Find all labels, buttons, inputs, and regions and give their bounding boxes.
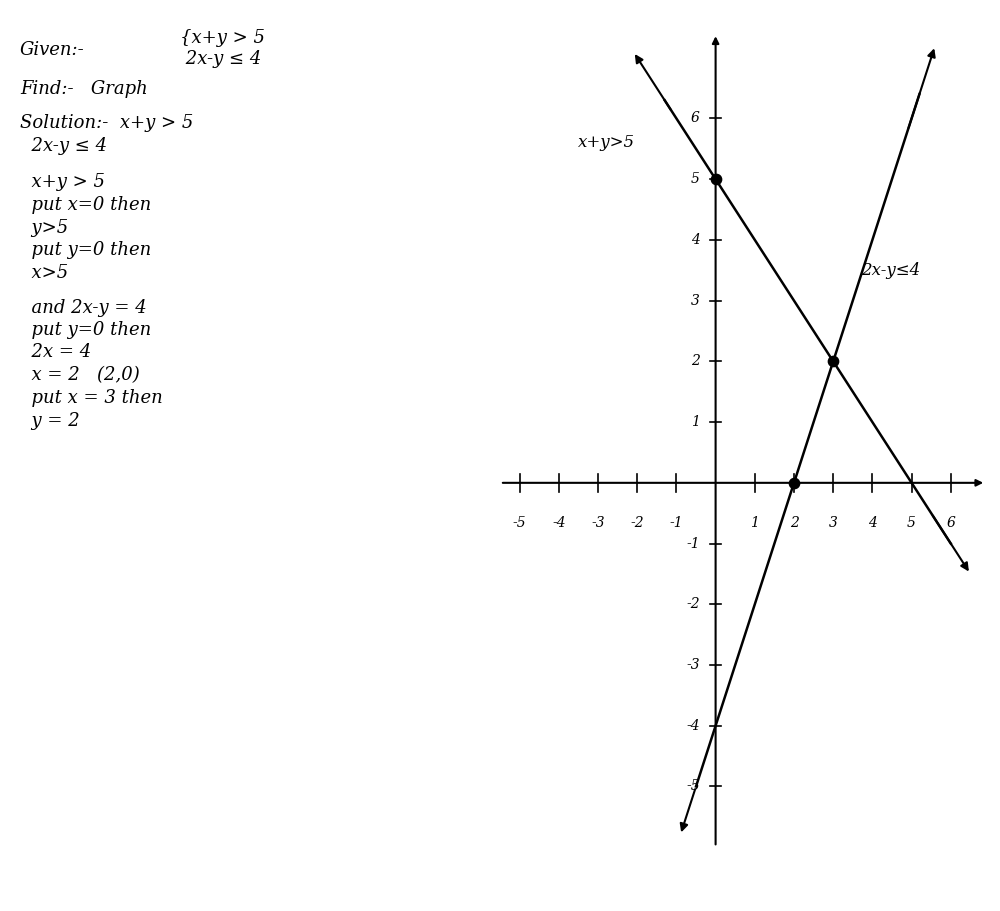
Text: put y=0 then: put y=0 then — [20, 321, 151, 339]
Text: Find:-   Graph: Find:- Graph — [20, 80, 148, 98]
Text: y = 2: y = 2 — [20, 412, 80, 430]
Text: 2x-y≤4: 2x-y≤4 — [861, 261, 920, 279]
Text: -5: -5 — [686, 780, 700, 793]
Text: y>5: y>5 — [20, 219, 68, 237]
Point — [825, 354, 841, 369]
Text: 5: 5 — [691, 172, 700, 186]
Text: put x=0 then: put x=0 then — [20, 196, 151, 214]
Text: 4: 4 — [868, 517, 877, 530]
Text: -4: -4 — [686, 719, 700, 732]
Text: -2: -2 — [686, 598, 700, 611]
Text: -4: -4 — [552, 517, 566, 530]
Text: 2: 2 — [790, 517, 798, 530]
Text: 6: 6 — [946, 517, 955, 530]
Text: 5: 5 — [907, 517, 916, 530]
Point — [708, 172, 724, 187]
Text: x>5: x>5 — [20, 264, 68, 282]
Text: 2x-y ≤ 4: 2x-y ≤ 4 — [180, 50, 261, 68]
Text: {x+y > 5: {x+y > 5 — [180, 29, 265, 47]
Text: 2: 2 — [691, 354, 700, 368]
Text: x+y>5: x+y>5 — [578, 134, 636, 151]
Text: -1: -1 — [686, 537, 700, 550]
Text: -3: -3 — [591, 517, 605, 530]
Text: -5: -5 — [513, 517, 526, 530]
Text: 2x = 4: 2x = 4 — [20, 343, 91, 362]
Text: and 2x-y = 4: and 2x-y = 4 — [20, 299, 147, 317]
Text: x = 2   (2,0): x = 2 (2,0) — [20, 366, 140, 384]
Text: 1: 1 — [691, 415, 700, 429]
Text: 4: 4 — [691, 233, 700, 247]
Text: x+y > 5: x+y > 5 — [20, 173, 105, 191]
Text: 3: 3 — [691, 293, 700, 308]
Text: -2: -2 — [630, 517, 644, 530]
Text: Solution:-  x+y > 5: Solution:- x+y > 5 — [20, 114, 193, 132]
Point — [786, 476, 802, 490]
Text: Given:-: Given:- — [20, 41, 85, 59]
Text: put x = 3 then: put x = 3 then — [20, 389, 163, 407]
Text: 3: 3 — [829, 517, 838, 530]
Text: -1: -1 — [670, 517, 683, 530]
Text: 2x-y ≤ 4: 2x-y ≤ 4 — [20, 137, 107, 155]
Text: put y=0 then: put y=0 then — [20, 241, 151, 260]
Text: 6: 6 — [691, 111, 700, 126]
Text: 1: 1 — [750, 517, 759, 530]
Text: -3: -3 — [686, 658, 700, 672]
